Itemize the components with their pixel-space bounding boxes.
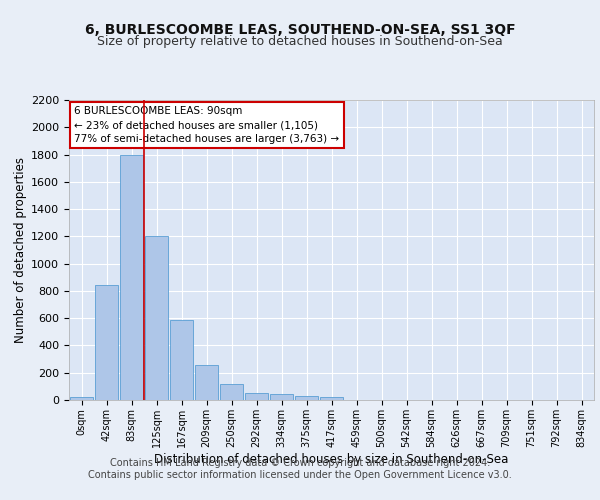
- Bar: [145, 236, 168, 400]
- X-axis label: Distribution of detached houses by size in Southend-on-Sea: Distribution of detached houses by size …: [154, 452, 509, 466]
- Bar: [270, 394, 293, 400]
- Bar: [195, 364, 218, 400]
- Bar: [95, 286, 118, 400]
- Text: Contains public sector information licensed under the Open Government Licence v3: Contains public sector information licen…: [88, 470, 512, 480]
- Y-axis label: Number of detached properties: Number of detached properties: [14, 157, 27, 343]
- Text: 6, BURLESCOOMBE LEAS, SOUTHEND-ON-SEA, SS1 3QF: 6, BURLESCOOMBE LEAS, SOUTHEND-ON-SEA, S…: [85, 22, 515, 36]
- Bar: [170, 320, 193, 400]
- Text: 6 BURLESCOOMBE LEAS: 90sqm
← 23% of detached houses are smaller (1,105)
77% of s: 6 BURLESCOOMBE LEAS: 90sqm ← 23% of deta…: [74, 106, 340, 144]
- Text: Size of property relative to detached houses in Southend-on-Sea: Size of property relative to detached ho…: [97, 35, 503, 48]
- Bar: [320, 398, 343, 400]
- Bar: [70, 396, 93, 400]
- Bar: [245, 394, 268, 400]
- Bar: [120, 154, 143, 400]
- Text: Contains HM Land Registry data © Crown copyright and database right 2024.: Contains HM Land Registry data © Crown c…: [110, 458, 490, 468]
- Bar: [220, 384, 243, 400]
- Bar: [295, 396, 318, 400]
